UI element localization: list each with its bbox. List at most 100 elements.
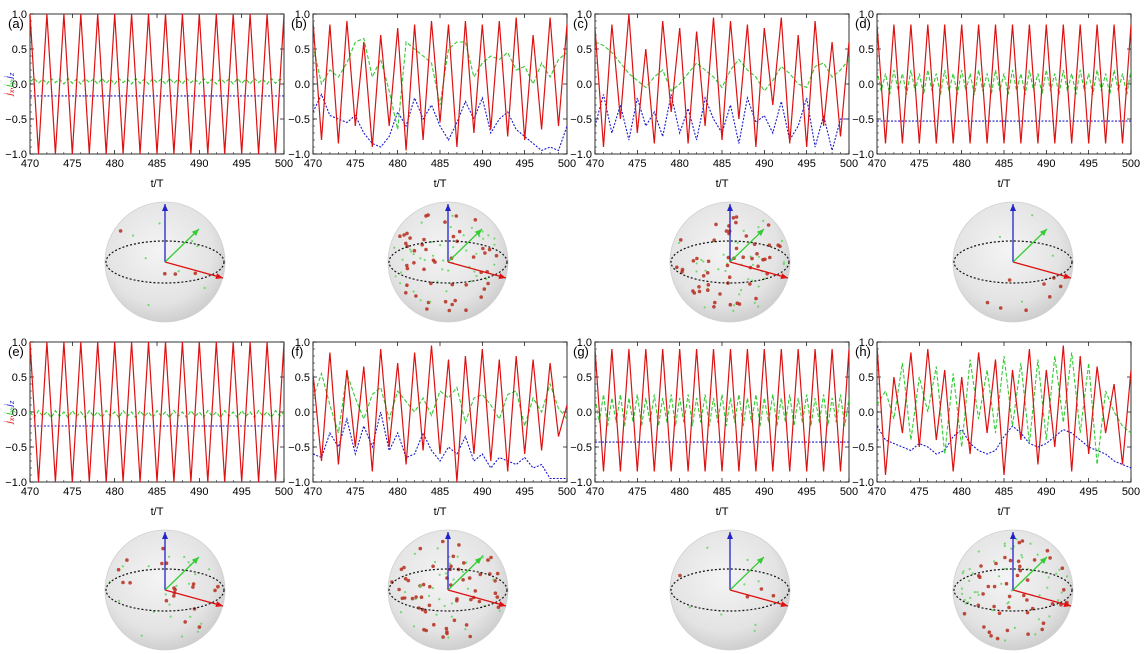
x-tick-label: 480	[670, 486, 688, 498]
trajectory-point-red	[987, 630, 992, 634]
trajectory-point-green	[469, 280, 473, 283]
x-axis-label: t/T	[716, 506, 729, 518]
y-tick-label: −0.5	[5, 442, 27, 454]
trajectory-point-red	[726, 255, 731, 260]
trajectory-points	[985, 214, 1063, 313]
trajectory-point-red	[1008, 558, 1013, 563]
trajectory-point-green	[753, 629, 756, 632]
series-line-jx	[877, 345, 1131, 476]
trajectory-point-green	[997, 575, 1001, 578]
trajectory-point-green	[1015, 538, 1018, 541]
trajectory-points	[108, 546, 220, 638]
trajectory-point-green	[423, 258, 426, 262]
line-plots: 470 475 480 485 490 495 500−1.0−0.50.00.51.0(a…	[4, 9, 1140, 518]
trajectory-point-red	[985, 300, 990, 305]
trajectory-point-red	[1032, 558, 1037, 562]
trajectory-point-red	[487, 247, 492, 252]
y-axis-arrow	[729, 556, 765, 591]
x-tick-label: 495	[232, 158, 250, 170]
trajectory-point-green	[742, 229, 745, 232]
trajectory-point-green	[1006, 602, 1009, 605]
trajectory-point-red	[1007, 278, 1012, 282]
y-tick-label: 1.0	[295, 337, 310, 349]
x-axis-label: t/T	[998, 506, 1011, 518]
trajectory-point-green	[442, 259, 445, 262]
trajectory-point-red	[697, 289, 702, 294]
trajectory-point-green	[465, 561, 468, 564]
y-tick-label: 0.5	[859, 44, 874, 56]
trajectory-point-red	[444, 626, 449, 631]
y-tick-label: −0.5	[852, 114, 874, 126]
trajectory-point-red	[457, 229, 462, 234]
trajectory-point-red	[714, 222, 718, 227]
z-axis-arrow-head	[445, 532, 451, 539]
trajectory-point-red	[454, 214, 459, 218]
y-axis-arrow-head	[474, 557, 482, 565]
x-tick-label: 500	[275, 158, 293, 170]
trajectory-point-red	[422, 267, 426, 272]
trajectory-point-red	[1016, 559, 1021, 564]
trajectory-point-green	[764, 277, 767, 280]
series-line-jy	[595, 394, 849, 427]
trajectory-point-red	[423, 609, 428, 614]
trajectory-point-green	[428, 594, 431, 598]
trajectory-point-red	[414, 595, 418, 599]
y-tick-label: 1.0	[577, 337, 592, 349]
x-tick-label: 495	[797, 158, 815, 170]
x-tick-label: 485	[431, 158, 449, 170]
trajectory-point-green	[1065, 575, 1069, 578]
trajectory-point-green	[177, 270, 180, 273]
trajectory-point-green	[183, 555, 186, 559]
y-label-sub: x	[9, 89, 16, 94]
y-tick-label: 0.5	[859, 372, 874, 384]
x-tick-label: 480	[105, 486, 123, 498]
x-axis-label: t/T	[434, 178, 447, 190]
trajectory-point-green	[450, 602, 453, 605]
y-tick-label: 0.5	[577, 372, 592, 384]
trajectory-point-red	[718, 292, 722, 296]
y-tick-label: 0.5	[12, 372, 27, 384]
sphere-equator	[105, 240, 225, 284]
trajectory-point-red	[427, 603, 432, 608]
z-axis-arrow-head	[445, 204, 451, 211]
y-tick-label: 0.5	[295, 372, 310, 384]
trajectory-point-red	[995, 636, 1000, 641]
bloch-sphere-f	[387, 529, 509, 651]
x-tick-label: 500	[558, 158, 576, 170]
trajectory-point-green	[1038, 594, 1041, 597]
series-line-jx	[595, 14, 849, 148]
trajectory-point-red	[1062, 588, 1066, 592]
x-tick-label: 490	[1037, 158, 1055, 170]
trajectory-point-red	[453, 298, 458, 303]
trajectory-point-green	[180, 635, 184, 638]
trajectory-point-red	[464, 283, 469, 287]
trajectory-point-red	[1041, 621, 1046, 625]
trajectory-point-red	[418, 546, 423, 551]
trajectory-point-red	[462, 561, 466, 565]
trajectory-point-red	[1004, 581, 1009, 586]
sphere-equator	[388, 240, 508, 284]
trajectory-point-green	[419, 299, 422, 302]
trajectory-points	[118, 222, 206, 307]
trajectory-point-green	[757, 226, 760, 229]
y-axis-arrow-head	[474, 229, 482, 237]
bloch-sphere-b	[387, 201, 509, 323]
trajectory-point-green	[717, 268, 720, 271]
trajectory-point-red	[412, 261, 416, 265]
trajectory-point-green	[757, 255, 761, 258]
trajectory-point-green	[991, 609, 994, 612]
trajectory-point-green	[432, 254, 435, 257]
y-axis-arrow	[447, 228, 483, 263]
trajectory-point-green	[436, 547, 439, 550]
trajectory-point-green	[475, 252, 478, 255]
trajectory-point-red	[763, 257, 767, 262]
trajectory-point-red	[741, 255, 745, 259]
trajectory-point-red	[734, 215, 739, 219]
trajectory-point-green	[1060, 591, 1063, 594]
trajectory-point-green	[962, 570, 965, 573]
x-axis-arrow	[1012, 589, 1072, 607]
x-tick-label: 475	[910, 486, 928, 498]
panel-label: (a)	[8, 16, 24, 31]
x-tick-label: 500	[1122, 158, 1140, 170]
trajectory-point-green	[441, 268, 444, 271]
